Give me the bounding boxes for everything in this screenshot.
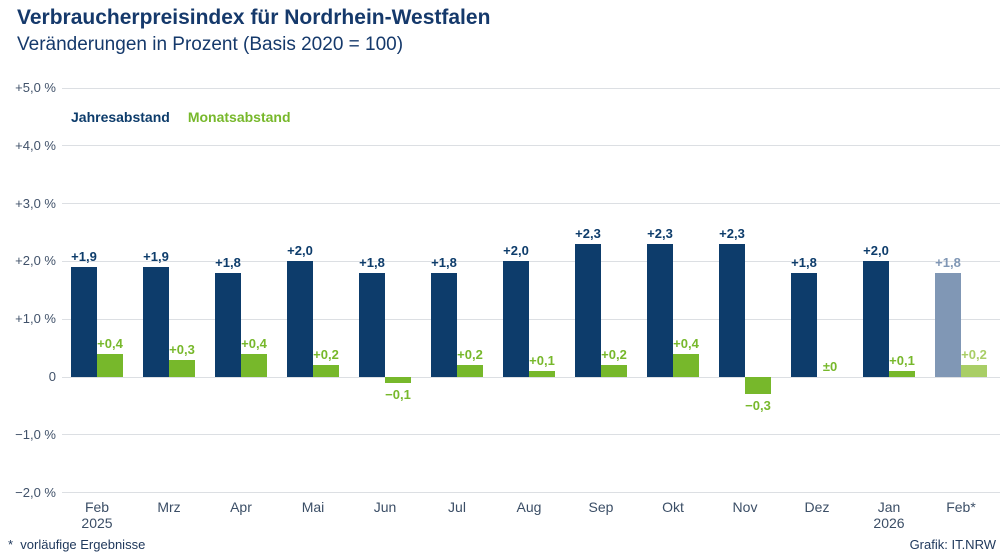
gridline: [62, 203, 1000, 205]
gridline: [62, 260, 1000, 262]
bar-jahresabstand: [575, 244, 601, 377]
gridline: [62, 492, 1000, 494]
bar-monatsabstand: [385, 377, 411, 383]
y-tick-label: +5,0 %: [15, 80, 56, 96]
bar-value-label: +1,8: [431, 254, 457, 270]
bar-jahresabstand: [647, 244, 673, 377]
bar-value-label: +0,1: [889, 353, 915, 369]
bar-jahresabstand: [791, 272, 817, 377]
y-tick-label: +1,0 %: [15, 311, 56, 327]
bar-jahresabstand: [863, 261, 889, 377]
page-title: Verbraucherpreisindex für Nordrhein-West…: [17, 6, 491, 29]
month-label: Feb*: [946, 499, 976, 515]
bar-value-label: +0,4: [97, 335, 123, 351]
bar-value-label: +2,3: [647, 226, 673, 242]
bar-value-label: +1,8: [935, 254, 961, 270]
month-label: Dez: [804, 499, 830, 515]
month-label: Jun: [373, 499, 397, 515]
bar-monatsabstand: [889, 371, 915, 377]
y-tick-label: −2,0 %: [15, 484, 56, 500]
bar-value-label: +1,8: [215, 254, 241, 270]
bar-monatsabstand: [457, 365, 483, 377]
bar-value-label: +1,8: [359, 254, 385, 270]
legend-item-jahresabstand: Jahresabstand: [71, 109, 170, 125]
month-label: Jan: [877, 499, 901, 515]
credit: Grafik: IT.NRW: [909, 537, 996, 552]
bar-monatsabstand: [673, 353, 699, 377]
page-subtitle: Veränderungen in Prozent (Basis 2020 = 1…: [17, 34, 404, 55]
bar-jahresabstand: [215, 272, 241, 377]
y-tick-label: +4,0 %: [15, 137, 56, 153]
year-label: 2026: [873, 515, 905, 531]
y-tick-label: 0: [48, 369, 56, 384]
month-label: Apr: [230, 499, 252, 515]
gridline: [62, 376, 1000, 378]
bar-monatsabstand: [529, 371, 555, 377]
y-tick-label: −1,0 %: [15, 426, 56, 442]
bar-value-label: +1,8: [791, 254, 817, 270]
month-label: Okt: [662, 499, 684, 515]
gridline: [62, 87, 1000, 89]
bar-jahresabstand: [71, 267, 97, 377]
month-label: Feb: [84, 499, 110, 515]
bar-monatsabstand: [313, 365, 339, 377]
month-label: Mai: [301, 499, 325, 515]
bar-value-label: +2,3: [719, 226, 745, 242]
bar-jahresabstand: [431, 272, 457, 377]
month-label: Jul: [448, 499, 466, 515]
bar-value-label: +2,3: [575, 226, 601, 242]
bar-jahresabstand: [935, 272, 961, 377]
bar-jahresabstand: [503, 261, 529, 377]
bar-value-label: +0,2: [313, 347, 339, 363]
bar-jahresabstand: [359, 272, 385, 377]
bar-monatsabstand: [169, 359, 195, 377]
bar-monatsabstand: [97, 353, 123, 377]
bar-monatsabstand: [241, 353, 267, 377]
bar-monatsabstand: [745, 377, 771, 395]
bar-value-label: ±0: [822, 359, 838, 374]
legend-item-monatsabstand: Monatsabstand: [187, 109, 291, 125]
month-label: Nov: [732, 499, 758, 515]
gridline: [62, 145, 1000, 147]
bar-monatsabstand: [601, 365, 627, 377]
bar-monatsabstand: [961, 365, 987, 377]
bar-value-label: +0,2: [457, 347, 483, 363]
month-label: Sep: [588, 499, 614, 515]
bar-value-label: +0,4: [673, 335, 699, 351]
bar-value-label: +1,9: [143, 249, 169, 265]
bar-value-label: −0,1: [385, 386, 411, 402]
bar-value-label: +2,0: [503, 243, 529, 259]
footnote: * vorläufige Ergebnisse: [8, 537, 146, 552]
month-label: Aug: [516, 499, 542, 515]
bar-value-label: +2,0: [287, 243, 313, 259]
bar-value-label: +0,2: [961, 347, 987, 363]
year-label: 2025: [81, 515, 113, 531]
bar-value-label: +0,1: [529, 353, 555, 369]
chart-legend: Jahresabstand Monatsabstand: [71, 109, 309, 125]
bar-jahresabstand: [719, 244, 745, 377]
bar-value-label: −0,3: [745, 398, 771, 414]
y-tick-label: +3,0 %: [15, 195, 56, 211]
bar-jahresabstand: [143, 267, 169, 377]
gridline: [62, 318, 1000, 320]
bar-value-label: +0,2: [601, 347, 627, 363]
gridline: [62, 434, 1000, 436]
bar-value-label: +0,4: [241, 335, 267, 351]
bar-jahresabstand: [287, 261, 313, 377]
month-label: Mrz: [157, 499, 181, 515]
bar-value-label: +0,3: [169, 341, 195, 357]
bar-value-label: +2,0: [863, 243, 889, 259]
bar-value-label: +1,9: [71, 249, 97, 265]
y-tick-label: +2,0 %: [15, 253, 56, 269]
